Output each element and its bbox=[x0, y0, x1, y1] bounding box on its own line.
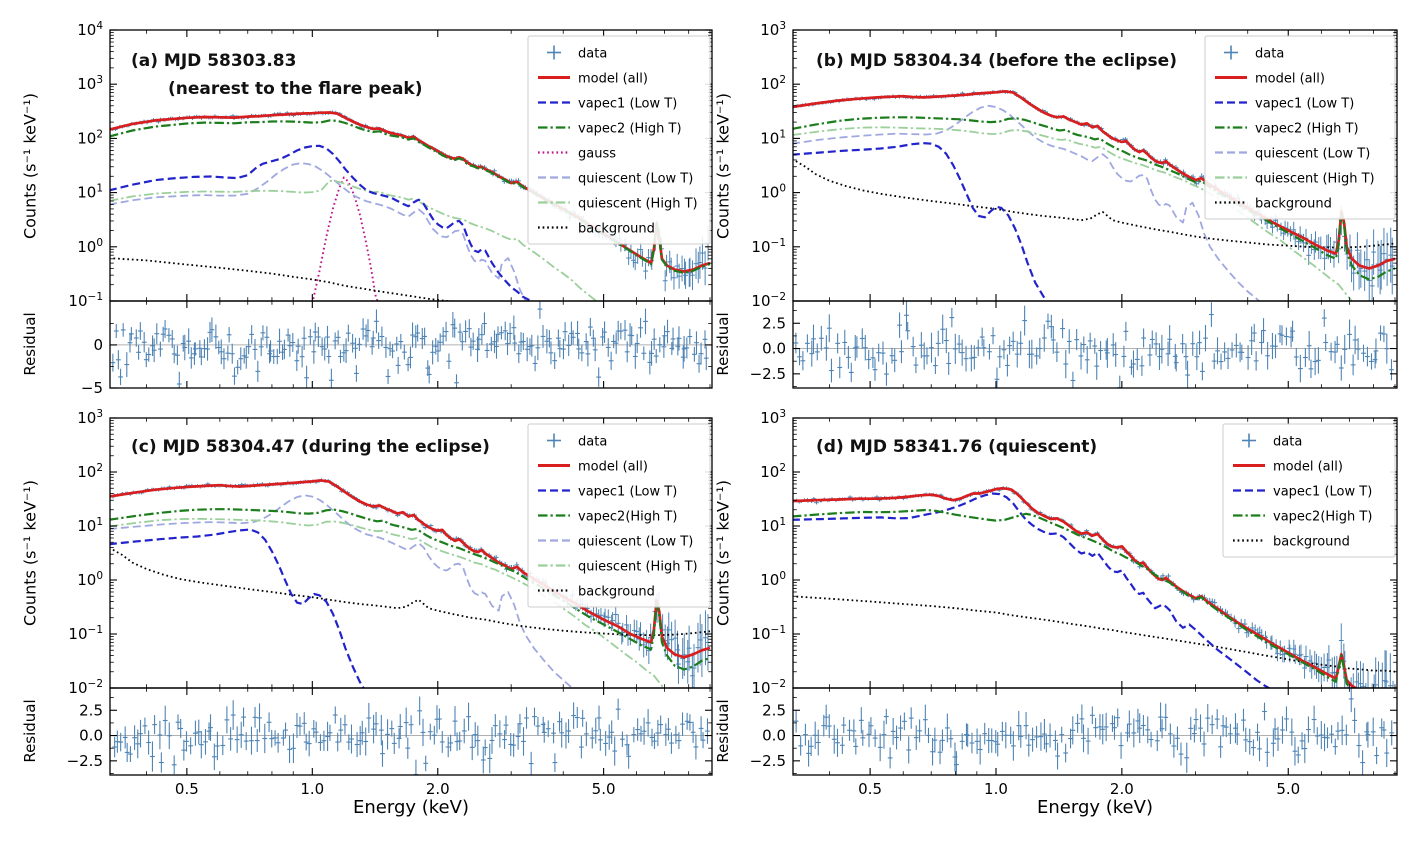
svg-text:102: 102 bbox=[77, 128, 103, 147]
svg-text:data: data bbox=[1273, 434, 1302, 449]
svg-text:quiescent (Low T): quiescent (Low T) bbox=[578, 171, 693, 186]
svg-text:−2.5: −2.5 bbox=[67, 752, 103, 770]
panel-d-title: (d) MJD 58341.76 (quiescent) bbox=[816, 437, 1098, 457]
svg-text:10−2: 10−2 bbox=[68, 678, 103, 697]
svg-text:background: background bbox=[578, 221, 655, 236]
svg-text:100: 100 bbox=[760, 183, 786, 202]
svg-text:0: 0 bbox=[93, 336, 103, 354]
y-axis-label-counts-d: Counts (s⁻¹ keV⁻¹) bbox=[713, 479, 733, 627]
svg-text:background: background bbox=[578, 584, 655, 599]
svg-text:102: 102 bbox=[77, 462, 103, 481]
svg-text:quiescent (Low T): quiescent (Low T) bbox=[578, 534, 693, 549]
svg-text:103: 103 bbox=[760, 20, 786, 39]
y-axis-label-residual-a: Residual bbox=[21, 312, 39, 376]
svg-text:vapec1 (Low T): vapec1 (Low T) bbox=[1255, 96, 1354, 111]
panel-b-title: (b) MJD 58304.34 (before the eclipse) bbox=[816, 51, 1177, 71]
svg-text:101: 101 bbox=[760, 128, 786, 147]
svg-text:2.5: 2.5 bbox=[79, 701, 103, 719]
svg-text:vapec1 (Low T): vapec1 (Low T) bbox=[1273, 484, 1372, 499]
svg-text:vapec2(High T): vapec2(High T) bbox=[1273, 509, 1372, 524]
svg-text:100: 100 bbox=[77, 570, 103, 589]
svg-text:101: 101 bbox=[77, 516, 103, 535]
svg-text:background: background bbox=[1273, 534, 1350, 549]
svg-text:data: data bbox=[1255, 46, 1284, 61]
svg-text:vapec2 (High T): vapec2 (High T) bbox=[1255, 121, 1359, 136]
svg-text:vapec1 (Low T): vapec1 (Low T) bbox=[578, 484, 677, 499]
svg-text:quiescent (High T): quiescent (High T) bbox=[1255, 171, 1375, 186]
svg-text:−5: −5 bbox=[81, 379, 103, 397]
svg-text:vapec2 (High T): vapec2 (High T) bbox=[578, 121, 682, 136]
svg-text:0.5: 0.5 bbox=[175, 780, 199, 798]
svg-text:10−2: 10−2 bbox=[751, 678, 786, 697]
y-axis-label-counts-c: Counts (s⁻¹ keV⁻¹) bbox=[20, 479, 40, 627]
y-axis-label-residual-d: Residual bbox=[714, 699, 732, 763]
svg-text:1.0: 1.0 bbox=[300, 780, 324, 798]
svg-text:gauss: gauss bbox=[578, 146, 616, 161]
svg-text:2.5: 2.5 bbox=[762, 314, 786, 332]
svg-text:101: 101 bbox=[760, 516, 786, 535]
svg-text:0.5: 0.5 bbox=[858, 780, 882, 798]
svg-text:100: 100 bbox=[760, 570, 786, 589]
svg-text:103: 103 bbox=[760, 408, 786, 427]
svg-text:model (all): model (all) bbox=[1255, 71, 1325, 86]
x-axis-label-energy-left: Energy (keV) bbox=[353, 797, 469, 818]
svg-text:5.0: 5.0 bbox=[592, 780, 616, 798]
svg-text:2.5: 2.5 bbox=[762, 701, 786, 719]
svg-text:−2.5: −2.5 bbox=[750, 752, 786, 770]
y-axis-label-counts-a: Counts (s⁻¹ keV⁻¹) bbox=[20, 92, 40, 240]
svg-text:data: data bbox=[578, 434, 607, 449]
svg-text:10−2: 10−2 bbox=[751, 291, 786, 310]
y-axis-label-residual-b: Residual bbox=[714, 312, 732, 376]
panel-c-title: (c) MJD 58304.47 (during the eclipse) bbox=[131, 437, 490, 457]
svg-text:model (all): model (all) bbox=[578, 71, 648, 86]
svg-text:vapec1 (Low T): vapec1 (Low T) bbox=[578, 96, 677, 111]
svg-text:5.0: 5.0 bbox=[1276, 780, 1300, 798]
svg-text:quiescent (Low T): quiescent (Low T) bbox=[1255, 146, 1370, 161]
svg-text:10−1: 10−1 bbox=[751, 624, 786, 643]
svg-text:104: 104 bbox=[77, 20, 103, 39]
svg-text:103: 103 bbox=[77, 74, 103, 93]
svg-text:0.0: 0.0 bbox=[79, 727, 103, 745]
svg-text:background: background bbox=[1255, 196, 1332, 211]
svg-text:vapec2(High T): vapec2(High T) bbox=[578, 509, 677, 524]
svg-text:10−1: 10−1 bbox=[68, 291, 103, 310]
y-axis-label-residual-c: Residual bbox=[21, 699, 39, 763]
svg-text:−2.5: −2.5 bbox=[750, 365, 786, 383]
panel-a-title: (a) MJD 58303.83 (nearest to the flare p… bbox=[131, 47, 423, 103]
svg-text:model (all): model (all) bbox=[578, 459, 648, 474]
svg-text:102: 102 bbox=[760, 74, 786, 93]
svg-text:0.0: 0.0 bbox=[762, 727, 786, 745]
svg-text:0.0: 0.0 bbox=[762, 340, 786, 358]
svg-text:103: 103 bbox=[77, 408, 103, 427]
svg-text:101: 101 bbox=[77, 183, 103, 202]
y-axis-label-counts-b: Counts (s⁻¹ keV⁻¹) bbox=[713, 92, 733, 240]
svg-text:10−1: 10−1 bbox=[751, 237, 786, 256]
x-axis-label-energy-right: Energy (keV) bbox=[1037, 797, 1153, 818]
svg-text:102: 102 bbox=[760, 462, 786, 481]
svg-text:data: data bbox=[578, 46, 607, 61]
panel-a-title-line1: (a) MJD 58303.83 bbox=[131, 51, 297, 71]
svg-text:1.0: 1.0 bbox=[984, 780, 1008, 798]
svg-text:quiescent (High T): quiescent (High T) bbox=[578, 196, 698, 211]
svg-text:model (all): model (all) bbox=[1273, 459, 1343, 474]
svg-text:2.0: 2.0 bbox=[1110, 780, 1134, 798]
panel-a-title-line2: (nearest to the flare peak) bbox=[168, 79, 423, 100]
svg-text:100: 100 bbox=[77, 237, 103, 256]
svg-text:quiescent (High T): quiescent (High T) bbox=[578, 559, 698, 574]
svg-text:10−1: 10−1 bbox=[68, 624, 103, 643]
svg-text:2.0: 2.0 bbox=[426, 780, 450, 798]
